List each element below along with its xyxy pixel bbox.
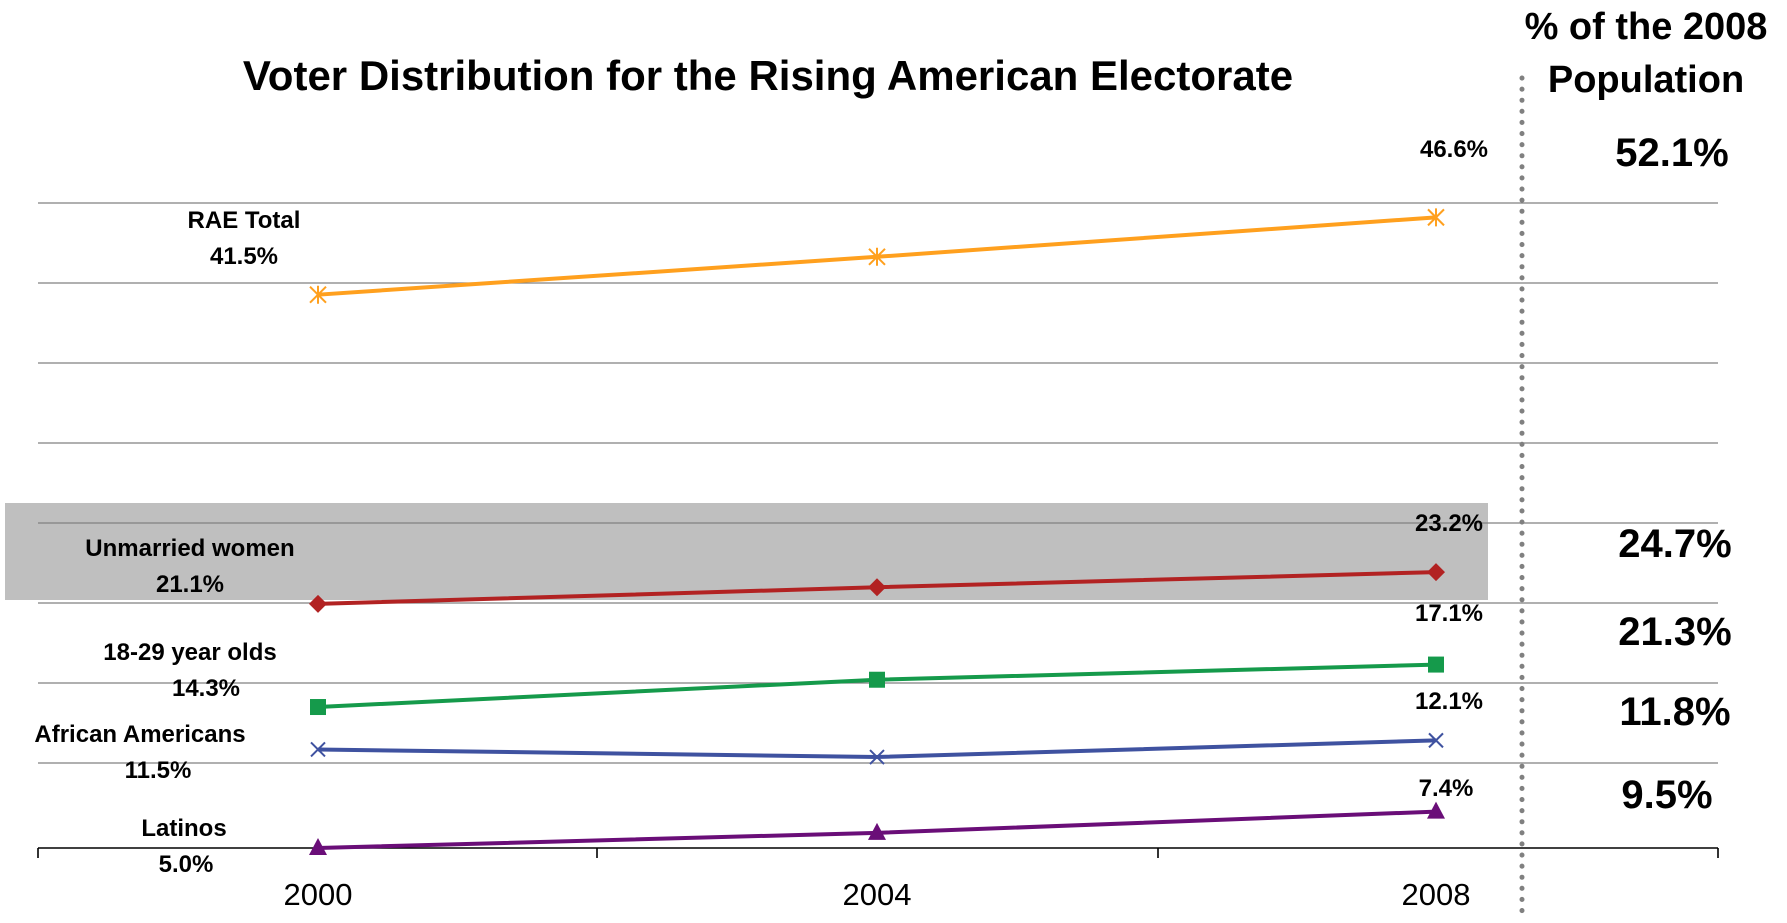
population-header-line1: % of the 2008 — [1525, 6, 1768, 48]
population-value-unmarried-women: 24.7% — [1618, 522, 1731, 566]
end-label-18-29-year-olds: 17.1% — [1415, 600, 1483, 627]
series-markers — [309, 208, 1445, 855]
series-line-african-americans — [317, 738, 1437, 760]
marker-latinos-2004 — [868, 822, 886, 840]
series-name-latinos: Latinos — [141, 815, 226, 842]
end-label-latinos: 7.4% — [1419, 775, 1474, 802]
end-label-unmarried-women: 23.2% — [1415, 510, 1483, 537]
start-label-latinos: 5.0% — [159, 851, 214, 878]
series-name-unmarried-women: Unmarried women — [85, 535, 294, 562]
chart-title: Voter Distribution for the Rising Americ… — [243, 52, 1293, 99]
marker-18-29-year-olds-2000 — [310, 699, 326, 716]
start-label-18-29-year-olds: 14.3% — [172, 675, 240, 702]
marker-african-americans-2008 — [1428, 732, 1444, 749]
start-label-unmarried-women: 21.1% — [156, 571, 224, 598]
population-value-african-americans: 11.8% — [1619, 690, 1730, 734]
series-labels: RAE Total 41.5% 46.6% Unmarried women 21.1% 2… — [34, 136, 1488, 878]
marker-unmarried-women-2004 — [868, 578, 886, 597]
marker-latinos-2008 — [1427, 801, 1445, 819]
marker-rae-total-2004 — [868, 247, 886, 266]
end-label-african-americans: 12.1% — [1415, 688, 1483, 715]
end-label-rae-total: 46.6% — [1420, 136, 1488, 163]
series-name-18-29-year-olds: 18-29 year olds — [103, 639, 276, 666]
population-value-rae-total: 52.1% — [1615, 131, 1728, 175]
population-value-18-29-year-olds: 21.3% — [1618, 610, 1731, 654]
marker-unmarried-women-2008 — [1427, 563, 1445, 582]
start-label-rae-total: 41.5% — [210, 243, 278, 270]
series-name-african-americans: African Americans — [34, 721, 245, 748]
marker-rae-total-2000 — [309, 285, 327, 304]
marker-18-29-year-olds-2008 — [1428, 656, 1444, 673]
marker-african-americans-2000 — [310, 741, 326, 758]
series-name-rae-total: RAE Total — [188, 207, 301, 234]
x-tick-label-2004: 2004 — [843, 877, 912, 912]
x-tick-label-2008: 2008 — [1402, 877, 1471, 912]
marker-unmarried-women-2000 — [309, 594, 327, 613]
highlight-band — [5, 503, 1488, 600]
x-axis: 2000 2004 2008 — [37, 847, 1719, 912]
population-values: 52.1% 24.7% 21.3% 11.8% 9.5% — [1615, 131, 1731, 817]
marker-rae-total-2008 — [1427, 208, 1445, 227]
marker-18-29-year-olds-2004 — [869, 671, 885, 688]
gridlines — [38, 202, 1718, 764]
marker-latinos-2000 — [309, 838, 327, 855]
marker-african-americans-2004 — [869, 749, 885, 765]
population-header-line2: Population — [1548, 59, 1744, 101]
x-tick-label-2000: 2000 — [284, 877, 353, 912]
start-label-african-americans: 11.5% — [125, 757, 192, 784]
population-value-latinos: 9.5% — [1621, 773, 1712, 817]
